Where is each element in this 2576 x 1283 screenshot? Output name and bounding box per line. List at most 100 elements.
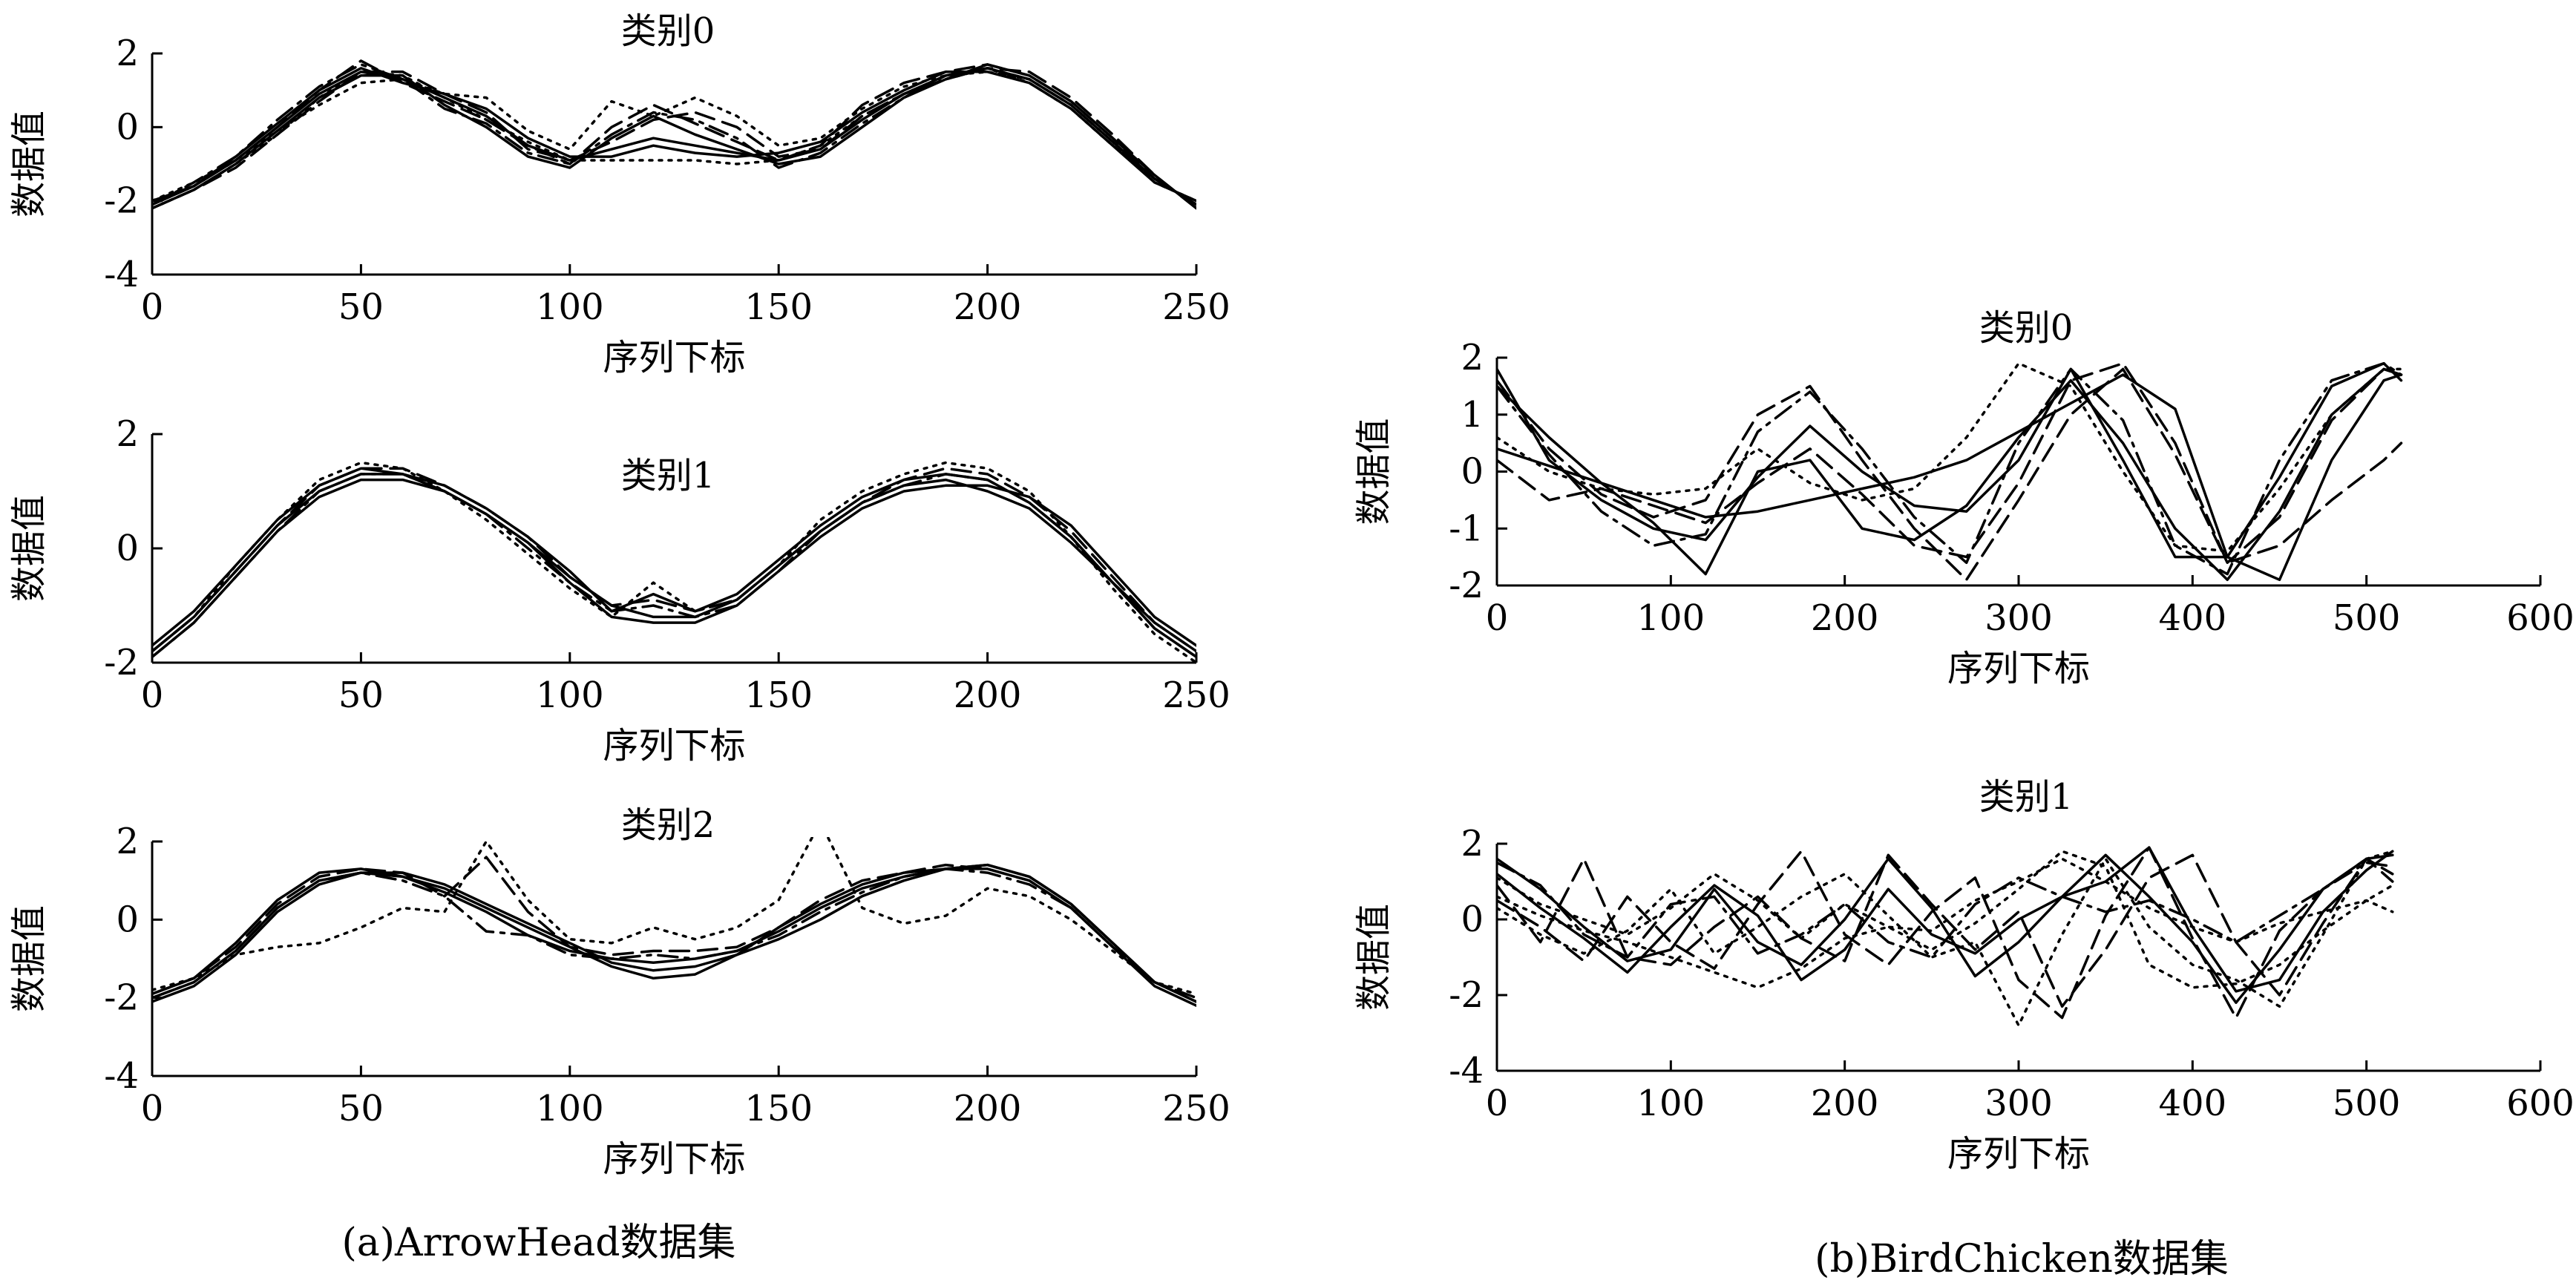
x-tick-label: 200 [954, 1088, 1022, 1129]
series-line-1 [1497, 853, 2394, 1004]
x-tick-label: 150 [744, 675, 813, 716]
y-tick-label: -2 [104, 977, 139, 1019]
y-tick-label: 2 [116, 33, 139, 74]
y-tick-label: -2 [104, 642, 139, 683]
chart-title: 类别1 [621, 455, 715, 496]
y-axis-label: 数据值 [8, 905, 50, 1012]
series-line-5 [152, 867, 1196, 1003]
chart-birdchicken-class1: 0 100 200 300 400 500 600 -4 -2 0 2 类别1 序列下标 数据值 [1353, 776, 2575, 1175]
series-group [152, 837, 1196, 1007]
y-tick-label: 2 [1461, 337, 1484, 378]
series-line-4 [152, 467, 1196, 653]
series-line-1 [1497, 367, 2403, 582]
y-tick-label: -2 [1449, 565, 1484, 606]
y-tick-label: 2 [116, 413, 139, 455]
x-tick-label: 200 [1811, 1083, 1879, 1124]
x-tick-label: 250 [1162, 675, 1230, 716]
y-tick-label: 0 [116, 899, 139, 940]
series-line-1 [152, 478, 1196, 659]
y-tick-label: -4 [104, 1055, 139, 1097]
y-axis-label: 数据值 [1353, 904, 1394, 1011]
x-tick-label: 400 [2159, 1083, 2227, 1124]
y-tick-label: 0 [116, 106, 139, 148]
x-tick-label: 50 [338, 286, 384, 328]
caption-arrowhead: (a)ArrowHead数据集 [341, 1221, 735, 1265]
x-tick-label: 500 [2333, 1083, 2401, 1124]
series-group [152, 59, 1196, 210]
x-tick-label: 250 [1162, 1088, 1230, 1129]
x-axis-label: 序列下标 [603, 725, 745, 767]
x-tick-label: 200 [954, 286, 1022, 328]
x-tick-label: 250 [1162, 286, 1230, 328]
chart-title: 类别0 [621, 10, 715, 52]
series-line-6 [1497, 361, 2403, 576]
series-line-4 [1497, 853, 2394, 1008]
x-tick-label: 0 [141, 286, 164, 328]
series-line-6 [152, 837, 1196, 996]
x-axis-label: 序列下标 [603, 337, 745, 378]
x-tick-label: 100 [536, 286, 604, 328]
series-line-6 [1497, 850, 2394, 1027]
y-tick-label: 1 [1461, 394, 1484, 436]
x-axis-label: 序列下标 [1947, 648, 2090, 689]
x-tick-label: 100 [1637, 597, 1705, 639]
x-tick-label: 100 [536, 1088, 604, 1129]
series-line-3 [1497, 373, 2403, 582]
series-line-5 [1497, 861, 2394, 959]
x-axis-label: 序列下标 [1947, 1133, 2090, 1175]
x-tick-label: 200 [1811, 597, 1879, 639]
caption-birdchicken: (b)BirdChicken数据集 [1815, 1237, 2229, 1282]
series-line-8 [152, 67, 1196, 210]
series-line-7 [1497, 361, 2403, 553]
series-line-3 [152, 863, 1196, 1003]
series-line-3 [1497, 846, 2394, 1020]
y-tick-label: 0 [1461, 451, 1484, 493]
series-line-1 [152, 867, 1196, 1007]
chart-title: 类别0 [1979, 307, 2074, 349]
x-tick-label: 200 [954, 675, 1022, 716]
x-tick-label: 150 [744, 1088, 813, 1129]
series-line-6 [152, 63, 1196, 206]
chart-title: 类别2 [621, 804, 715, 846]
x-tick-label: 100 [536, 675, 604, 716]
series-line-5 [152, 473, 1196, 659]
x-tick-label: 300 [1985, 1083, 2053, 1124]
series-group [1497, 846, 2394, 1027]
x-tick-label: 600 [2506, 597, 2575, 639]
y-tick-label: -2 [1449, 974, 1484, 1016]
x-tick-label: 50 [338, 675, 384, 716]
series-line-5 [1497, 361, 2403, 565]
series-line-2 [1497, 846, 2394, 993]
x-tick-label: 50 [338, 1088, 384, 1129]
y-tick-label: 2 [116, 821, 139, 862]
series-line-7 [152, 70, 1196, 203]
x-tick-label: 500 [2333, 597, 2401, 639]
y-tick-label: -4 [1449, 1050, 1484, 1092]
x-tick-label: 150 [744, 286, 813, 328]
x-tick-label: 100 [1637, 1083, 1705, 1124]
x-tick-label: 0 [141, 675, 164, 716]
chart-birdchicken-class0: 0 100 200 300 400 500 600 -2 -1 0 1 2 类别0 序列下标 数据值 [1353, 307, 2575, 689]
y-tick-label: 0 [1461, 899, 1484, 940]
chart-arrowhead-class2: 0 50 100 150 200 250 -4 -2 0 2 类别2 序列下标 数据值 [8, 804, 1230, 1180]
y-tick-label: -4 [104, 254, 139, 295]
x-tick-label: 300 [1985, 597, 2053, 639]
series-group [1497, 361, 2403, 582]
series-line-4 [152, 59, 1196, 206]
x-tick-label: 400 [2159, 597, 2227, 639]
y-tick-label: -1 [1449, 508, 1484, 549]
x-tick-label: 600 [2506, 1083, 2575, 1124]
chart-arrowhead-class0: 0 50 100 150 200 250 -4 -2 0 2 类别0 序列下标 数据值 [8, 10, 1230, 378]
y-tick-label: -2 [104, 180, 139, 222]
series-group [152, 461, 1196, 663]
y-axis-label: 数据值 [1353, 418, 1394, 525]
series-line-4 [1497, 367, 2403, 582]
y-tick-label: 2 [1461, 823, 1484, 864]
chart-title: 类别1 [1979, 776, 2074, 818]
x-axis-label: 序列下标 [603, 1138, 745, 1180]
y-tick-label: 0 [116, 528, 139, 569]
y-axis-label: 数据值 [8, 495, 50, 602]
series-line-2 [152, 473, 1196, 653]
